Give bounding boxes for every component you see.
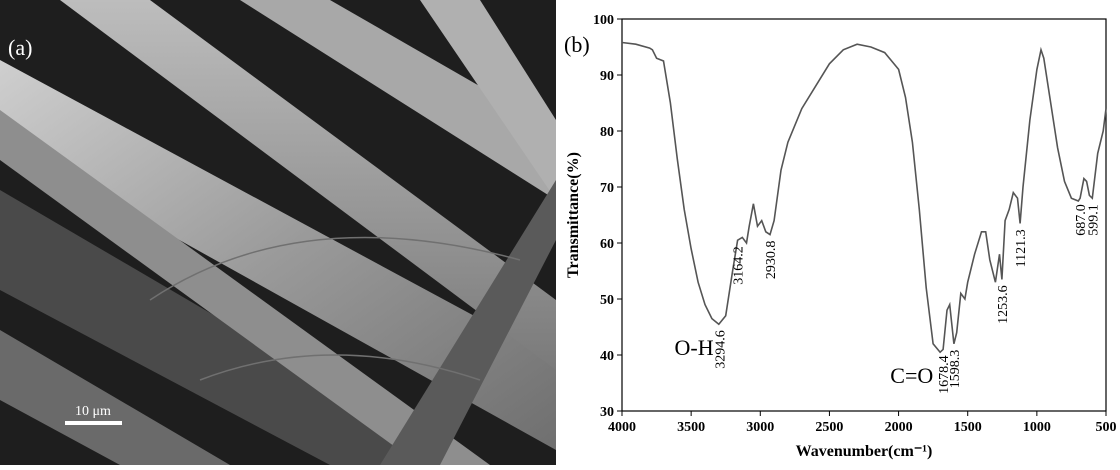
peak-label: 1598.3 (948, 350, 963, 389)
y-tick-label: 70 (600, 181, 614, 196)
sem-image: (a) 10 μm (0, 0, 556, 465)
y-axis-label: Transmittance(%) (565, 152, 582, 278)
peak-label: 3294.6 (714, 330, 729, 369)
peak-label: 1253.6 (996, 285, 1011, 324)
scale-bar-label: 10 μm (75, 404, 111, 419)
peak-label: 2930.8 (764, 241, 779, 280)
x-tick-label: 500 (1096, 420, 1117, 435)
y-tick-label: 50 (600, 293, 614, 308)
y-tick-label: 100 (593, 13, 614, 28)
x-tick-label: 4000 (608, 420, 636, 435)
x-tick-label: 3500 (677, 420, 705, 435)
panel-label: (a) (8, 35, 32, 60)
y-tick-label: 80 (600, 125, 614, 140)
x-tick-label: 1000 (1023, 420, 1051, 435)
x-tick-label: 3000 (746, 420, 774, 435)
y-tick-label: 40 (600, 349, 614, 364)
peak-label: 1121.3 (1014, 229, 1029, 267)
x-tick-label: 2000 (885, 420, 913, 435)
panel-label: (b) (564, 32, 590, 57)
x-tick-label: 1500 (954, 420, 982, 435)
spectrum-line (622, 43, 1106, 353)
ftir-chart: 30 40 50 60 70 80 90 100 4000 3500 3000 2500 2000 150… (564, 13, 1117, 460)
y-tick-label: 30 (600, 405, 614, 420)
x-axis-label: Wavenumber(cm⁻¹) (796, 443, 933, 460)
peak-label: 3164.2 (732, 246, 747, 285)
group-label: C=O (890, 363, 933, 388)
y-tick-label: 60 (600, 237, 614, 252)
y-tick-label: 90 (600, 69, 614, 84)
peak-label: 599.1 (1086, 204, 1101, 236)
x-tick-label: 2500 (815, 420, 843, 435)
figure: (a) 10 μm 30 40 50 60 70 80 90 100 4000 3500 3000 2… (0, 0, 1120, 465)
group-label: O-H (675, 335, 714, 360)
